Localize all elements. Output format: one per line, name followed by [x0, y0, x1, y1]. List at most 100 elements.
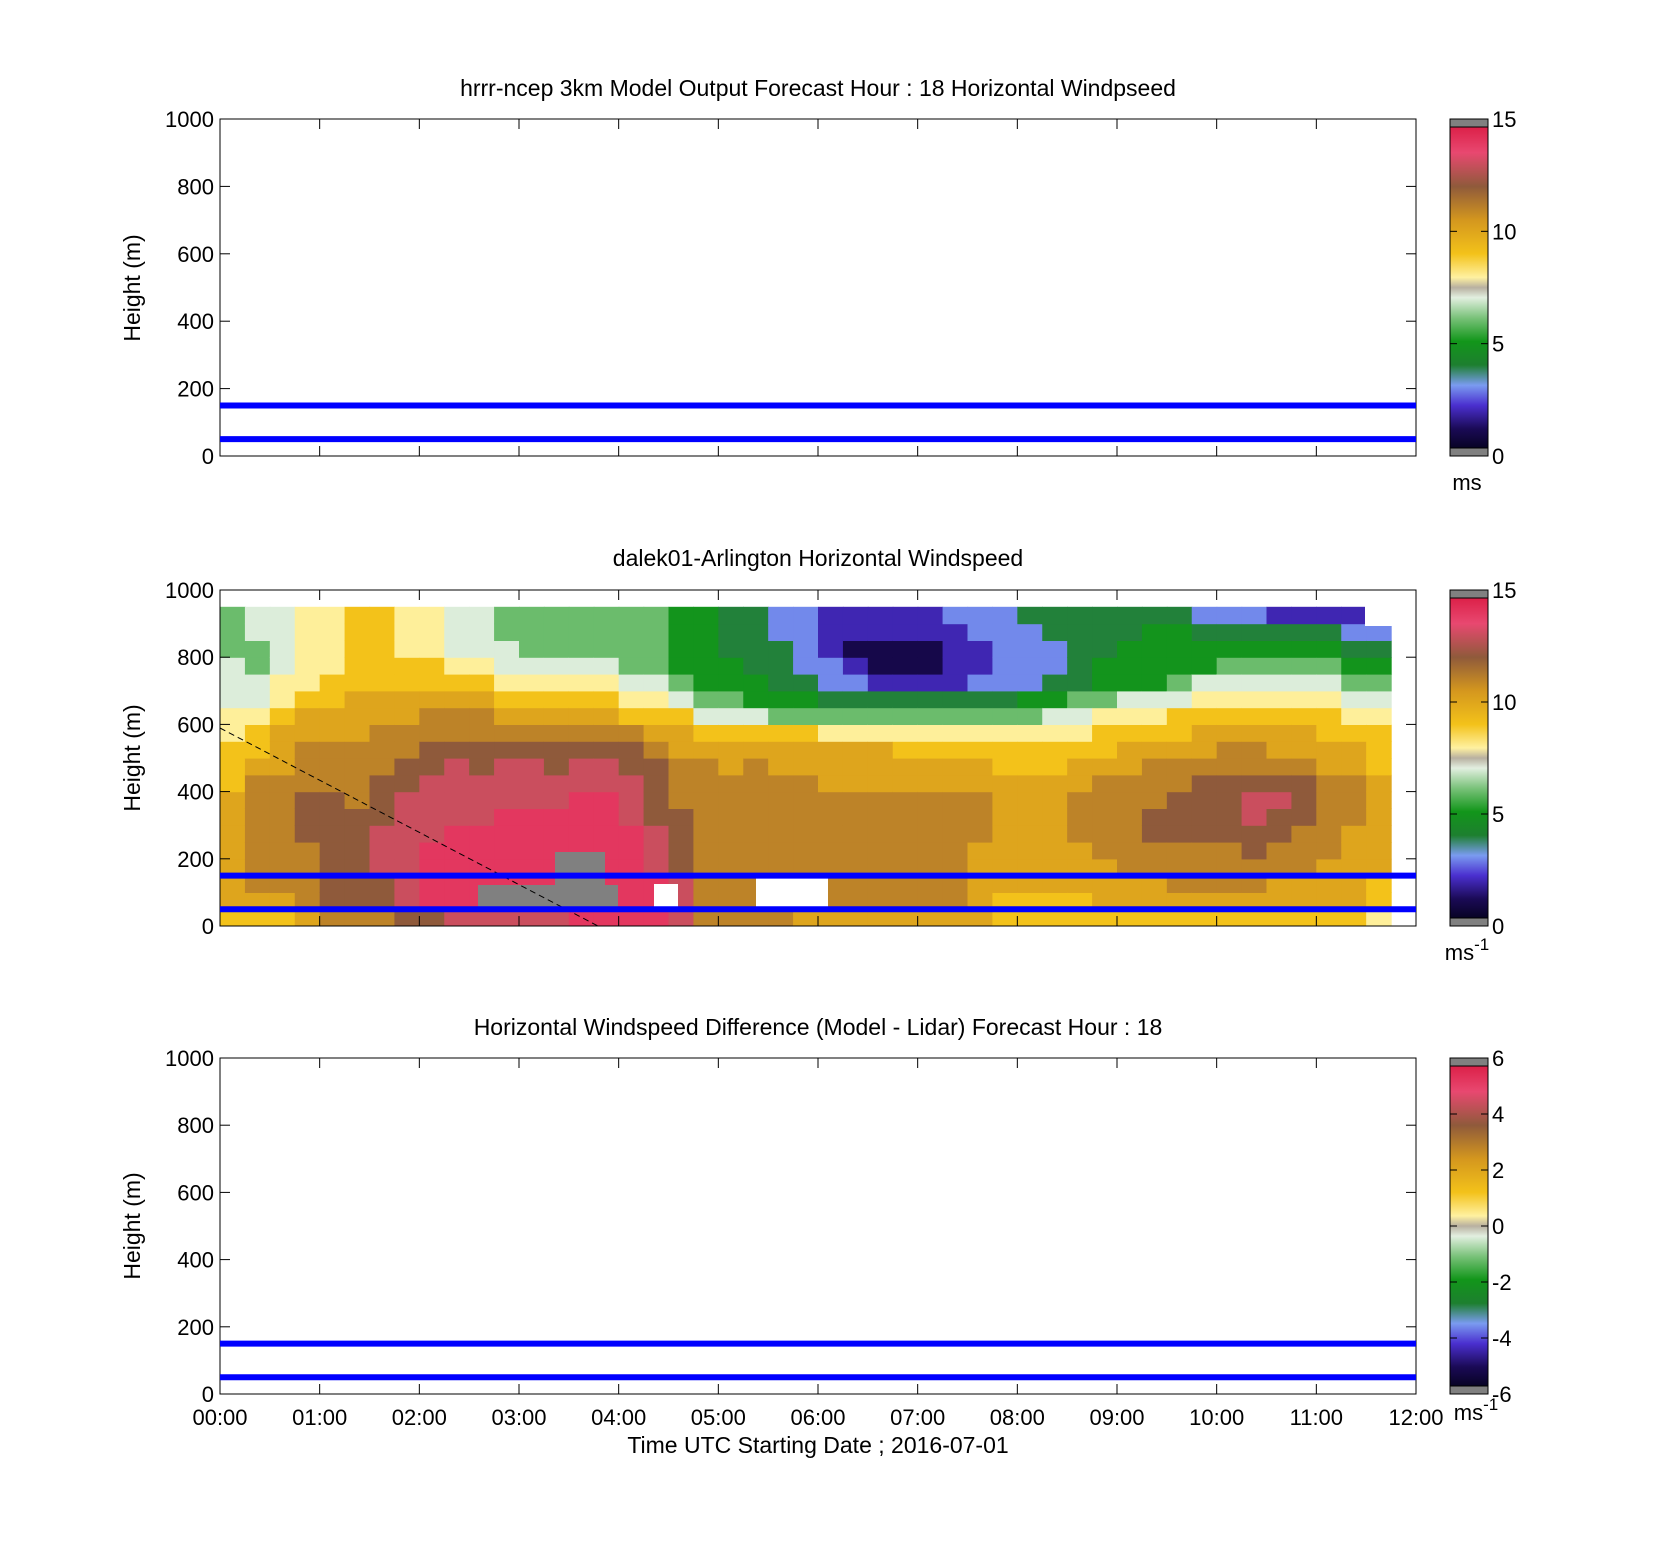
- y-tick-label: 0: [202, 1382, 214, 1407]
- heatmap-cell: [220, 606, 246, 625]
- heatmap-cell: [743, 707, 769, 725]
- heatmap-cell: [618, 724, 645, 742]
- y-axis-label: Height (m): [119, 1172, 145, 1279]
- heatmap-cell: [1067, 842, 1093, 860]
- colorbar-over-cap: [1449, 118, 1489, 128]
- heatmap-cell: [867, 758, 894, 776]
- heatmap-cell: [494, 640, 520, 658]
- heatmap-cell: [294, 842, 321, 860]
- heatmap-cell: [1291, 825, 1317, 843]
- x-tick-label: 07:00: [890, 1405, 945, 1430]
- heatmap-cell: [1291, 892, 1317, 910]
- heatmap-cell: [768, 623, 794, 641]
- heatmap-cell: [220, 791, 246, 809]
- heatmap-cell: [842, 674, 869, 692]
- y-ticks: 0 200 400 600 800 1000: [165, 578, 1416, 939]
- heatmap-cell: [1141, 606, 1168, 625]
- heatmap-cell: [369, 774, 396, 793]
- heatmap-cell: [419, 690, 445, 709]
- heatmap-cell: [1341, 858, 1367, 877]
- heatmap-cell: [1341, 690, 1367, 709]
- heatmap-cell: [593, 657, 620, 675]
- heatmap-cell: [693, 808, 719, 826]
- heatmap-cell: [1017, 808, 1043, 826]
- y-tick-label: 600: [177, 1180, 214, 1205]
- y-tick-label: 200: [177, 1315, 214, 1340]
- heatmap-cell: [917, 808, 944, 826]
- heatmap-cell: [1042, 875, 1068, 893]
- x-tick-label: 08:00: [990, 1405, 1045, 1430]
- heatmap-cell: [643, 657, 670, 675]
- heatmap-cell: [892, 875, 919, 893]
- heatmap-cell: [1017, 674, 1043, 692]
- heatmap-cell: [643, 825, 670, 843]
- heatmap-cell: [1241, 842, 1268, 860]
- heatmap-cell: [618, 741, 645, 759]
- heatmap-cell: [394, 606, 420, 625]
- heatmap-cell: [1291, 724, 1317, 742]
- heatmap-cell: [1316, 640, 1342, 658]
- heatmap-cell: [1042, 640, 1068, 658]
- heatmap-cell: [992, 724, 1018, 742]
- heatmap-cell: [519, 909, 545, 926]
- heatmap-cell: [892, 791, 919, 809]
- heatmap-cell: [1017, 875, 1043, 893]
- heatmap-cell: [718, 774, 744, 793]
- heatmap-cell: [519, 774, 545, 793]
- heatmap-cell: [1366, 774, 1392, 793]
- heatmap-cell: [793, 690, 819, 709]
- heatmap-cell: [444, 858, 470, 877]
- heatmap-cell: [668, 623, 695, 641]
- heatmap-cell: [444, 690, 470, 709]
- heatmap-cell: [618, 657, 645, 675]
- reference-lines: [220, 872, 1416, 913]
- x-tick-label: 01:00: [292, 1405, 347, 1430]
- heatmap-cell: [1042, 774, 1068, 793]
- heatmap-cell: [618, 640, 645, 658]
- y-tick-label: 400: [177, 1248, 214, 1273]
- heatmap-cell: [618, 909, 645, 926]
- heatmap-cell: [1341, 741, 1367, 759]
- heatmap-cell: [444, 842, 470, 860]
- heatmap-cell: [369, 623, 396, 641]
- panel-title: hrrr-ncep 3km Model Output Forecast Hour…: [460, 75, 1176, 101]
- heatmap-cell: [618, 892, 645, 910]
- reference-lines: [220, 1340, 1416, 1381]
- heatmap-cell: [369, 808, 396, 826]
- heatmap-cell: [543, 724, 570, 742]
- heatmap-cell: [1092, 640, 1118, 658]
- heatmap-cell: [718, 606, 744, 625]
- heatmap-cell: [1266, 640, 1293, 658]
- heatmap-cell: [593, 774, 620, 793]
- heatmap-cell: [1141, 909, 1168, 926]
- heatmap-cell: [842, 724, 869, 742]
- heatmap-cell: [1067, 674, 1093, 692]
- heatmap-cell: [344, 674, 371, 692]
- heatmap-cell: [344, 707, 371, 725]
- heatmap-cell: [319, 640, 346, 658]
- heatmap-cell: [269, 842, 296, 860]
- heatmap-cell: [1117, 657, 1143, 675]
- heatmap-cell: [1166, 741, 1193, 759]
- heatmap-cell: [394, 858, 420, 877]
- heatmap-cell: [519, 741, 545, 759]
- heatmap-cell: [344, 640, 371, 658]
- heatmap-cell: [867, 690, 894, 709]
- heatmap-cell: [543, 741, 570, 759]
- heatmap-cell: [593, 909, 620, 926]
- heatmap-cell: [1141, 758, 1168, 776]
- heatmap-cell: [942, 640, 969, 658]
- heatmap-cell: [1067, 858, 1093, 877]
- heatmap-cell: [718, 623, 744, 641]
- heatmap-cell: [992, 606, 1018, 625]
- heatmap-cell: [469, 791, 495, 809]
- heatmap-cell: [369, 741, 396, 759]
- heatmap-cell: [1141, 741, 1168, 759]
- heatmap-cell: [1042, 623, 1068, 641]
- heatmap-cell: [768, 909, 794, 926]
- heatmap-cell: [1266, 858, 1293, 877]
- heatmap-cell: [1141, 623, 1168, 641]
- heatmap-cell: [1241, 657, 1268, 675]
- heatmap-cell: [344, 808, 371, 826]
